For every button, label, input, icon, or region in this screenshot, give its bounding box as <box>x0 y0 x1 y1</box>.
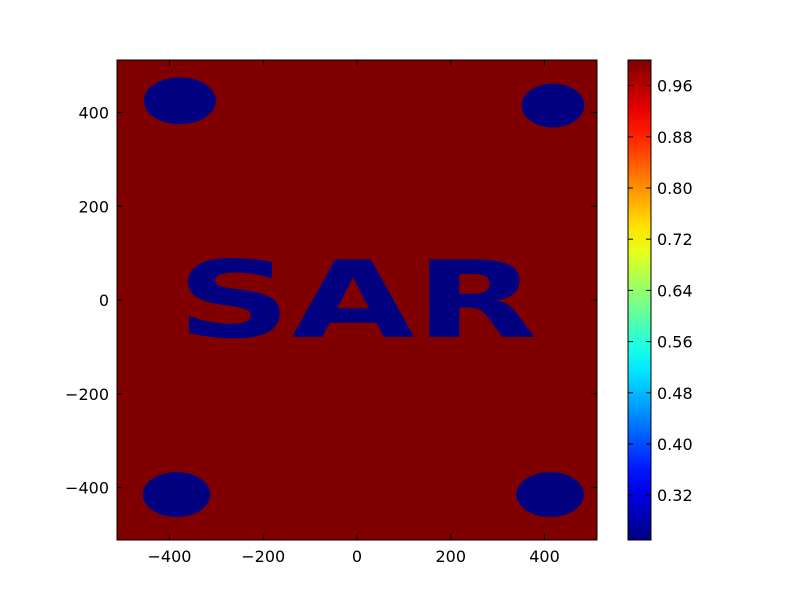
colorbar-frame <box>627 59 652 541</box>
y-tick-label: 200 <box>78 197 109 216</box>
x-tick-label: 0 <box>352 547 362 566</box>
colorbar-tick-label: 0.48 <box>657 384 693 403</box>
heatmap-ellipse-2 <box>516 472 584 518</box>
heatmap-background <box>117 60 597 540</box>
x-tick-label: 400 <box>529 547 560 566</box>
heatmap-ellipse-3 <box>143 77 216 125</box>
colorbar-tick-label: 0.88 <box>657 128 693 147</box>
x-tick-label: 200 <box>435 547 466 566</box>
colorbar-gradient <box>628 60 651 540</box>
colorbar-tick-label: 0.72 <box>657 230 693 249</box>
colorbar-tick-label: 0.96 <box>657 77 693 96</box>
colorbar-tick-label: 0.80 <box>657 179 693 198</box>
y-tick-label: 400 <box>78 104 109 123</box>
heatmap-text-feature: SAR <box>177 238 538 362</box>
heatmap-ellipse-4 <box>521 83 585 128</box>
y-tick-label: −400 <box>65 479 109 498</box>
colorbar-tick-label: 0.32 <box>657 486 693 505</box>
y-tick-label: 0 <box>99 291 109 310</box>
colorbar-tick-label: 0.64 <box>657 281 693 300</box>
colorbar-tick-label: 0.40 <box>657 435 693 454</box>
colorbar: 0.32 0.40 0.48 0.56 0.64 0.72 0.80 0.88 0.96 <box>627 59 693 541</box>
heatmap-plot: SAR −400 −200 0 200 400 −400 −200 0 200 400 <box>65 59 598 566</box>
x-tick-label: −400 <box>148 547 192 566</box>
heatmap-image: SAR <box>117 60 597 540</box>
y-tick-label: −200 <box>65 385 109 404</box>
x-tick-label: −200 <box>241 547 285 566</box>
colorbar-tick-label: 0.56 <box>657 333 693 352</box>
heatmap-ellipse-1 <box>142 472 211 518</box>
